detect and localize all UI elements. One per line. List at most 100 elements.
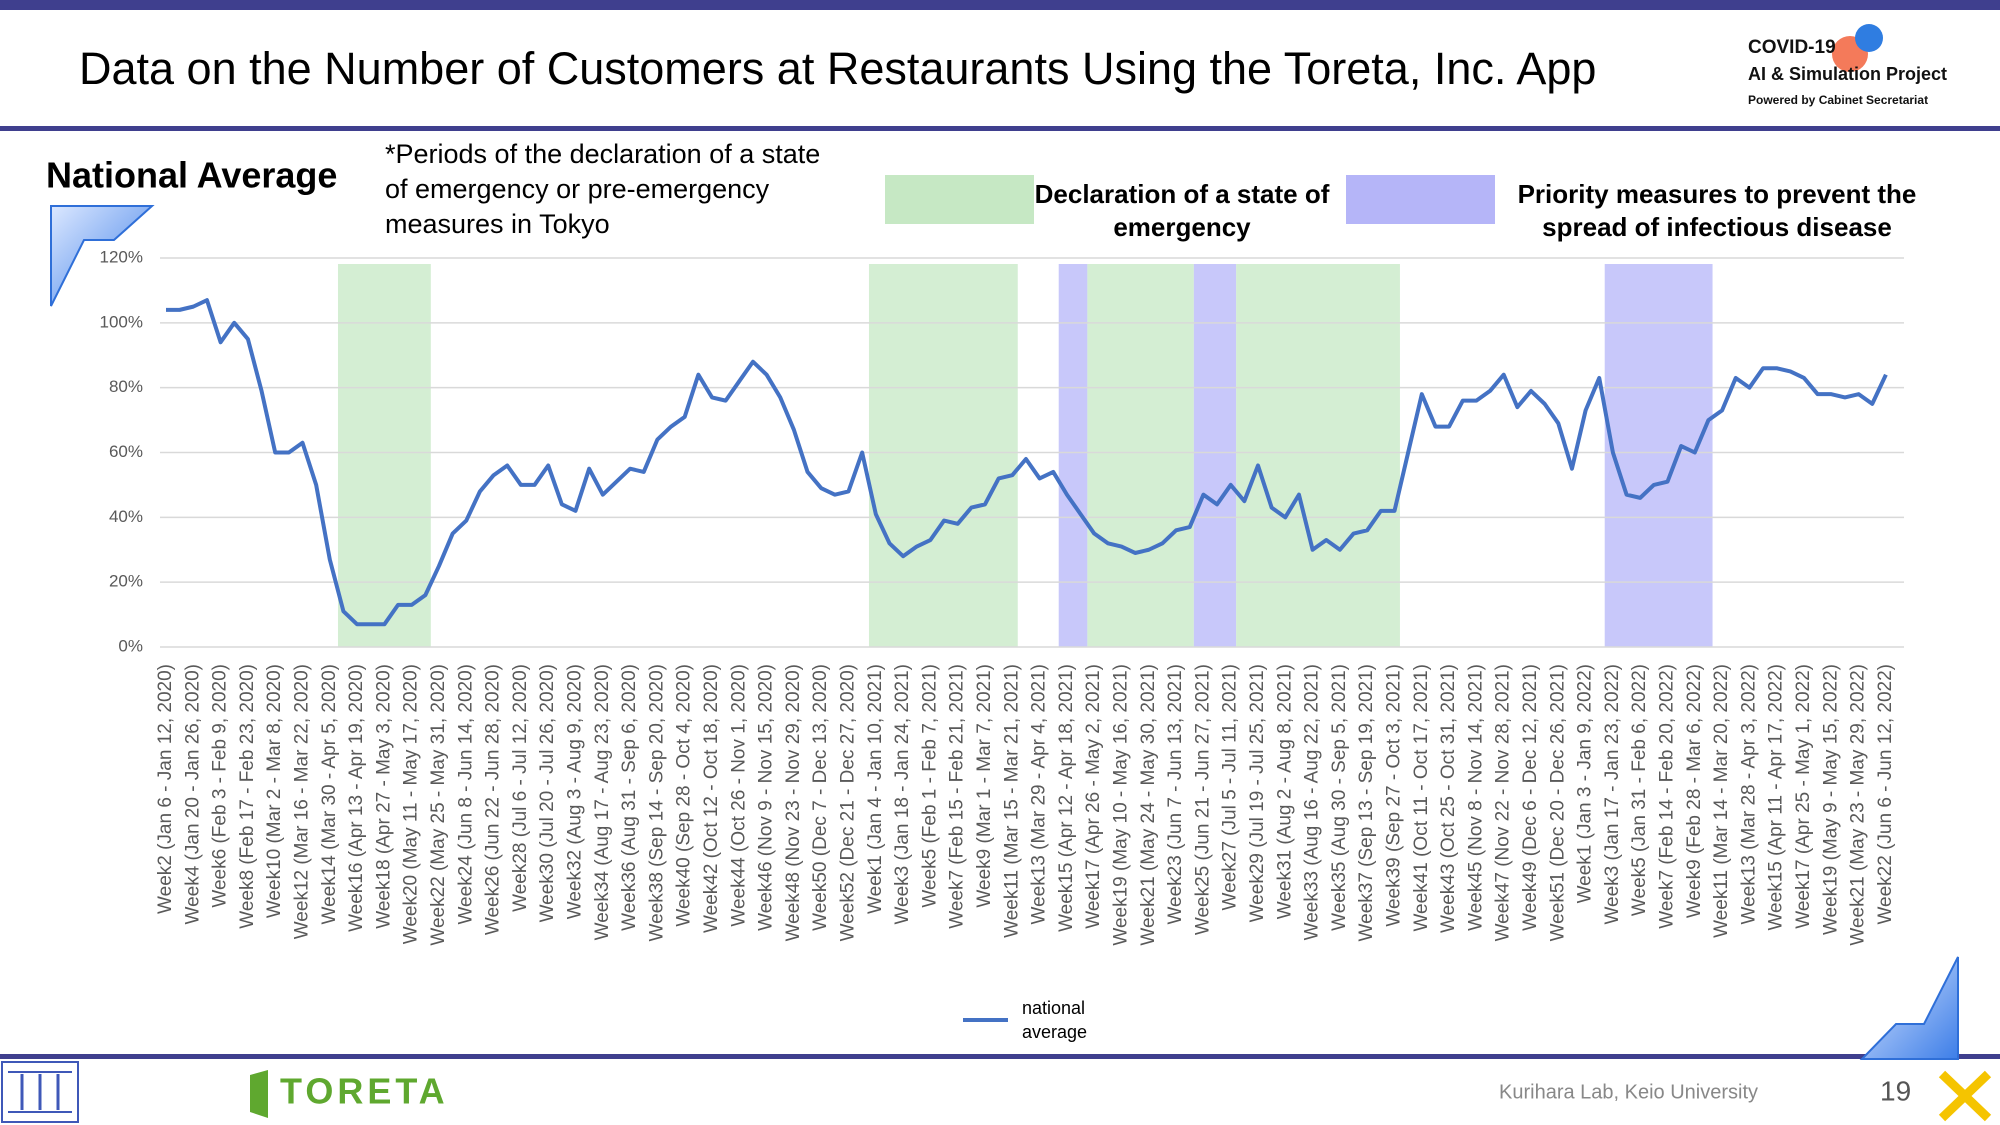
x-tick-label: Week50 (Dec 7 - Dec 13, 2020): [810, 664, 831, 931]
x-tick-label: Week12 (Mar 16 - Mar 22, 2020): [292, 664, 313, 939]
logo-text: COVID-19: [1748, 37, 1836, 58]
x-tick-label: Week22 (May 25 - May 31, 2020): [428, 664, 449, 946]
legend-swatch: [885, 175, 1034, 224]
x-tick-label: Week48 (Nov 23 - Nov 29, 2020): [783, 664, 804, 941]
x-tick-label: Week33 (Aug 16 - Aug 22, 2021): [1302, 664, 1323, 940]
chart-title: National Average: [46, 155, 337, 196]
x-tick-label: Week30 (Jul 20 - Jul 26, 2020): [537, 664, 558, 922]
x-tick-label: Week3 (Jan 18 - Jan 24, 2021): [892, 664, 913, 925]
x-tick-label: Week11 (Mar 15 - Mar 21, 2021): [1001, 664, 1022, 938]
y-tick-label: 20%: [109, 572, 143, 591]
x-tick-label: Week45 (Nov 8 - Nov 14, 2021): [1465, 664, 1486, 931]
slide-title: Data on the Number of Customers at Resta…: [79, 43, 1596, 94]
note: measures in Tokyo: [385, 209, 610, 239]
x-tick-label: Week14 (Mar 30 - Apr 5, 2020): [319, 664, 340, 925]
x-tick-label: Week17 (Apr 26 - May 2, 2021): [1083, 664, 1104, 929]
x-tick-label: Week13 (Mar 28 - Apr 3, 2022): [1738, 664, 1759, 925]
x-tick-label: Week32 (Aug 3 - Aug 9, 2020): [565, 664, 586, 919]
x-tick-label: Week2 (Jan 6 - Jan 12, 2020): [155, 664, 176, 914]
x-tick-label: Week44 (Oct 26 - Nov 1, 2020): [728, 664, 749, 927]
x-tick-label: Week7 (Feb 15 - Feb 21, 2021): [947, 664, 968, 929]
x-tick-label: Week37 (Sep 13 - Sep 19, 2021): [1356, 664, 1377, 941]
decoration: [1859, 956, 1959, 1060]
logo-text: AI & Simulation Project: [1748, 64, 1947, 84]
period-band: [1087, 264, 1194, 647]
x-tick-label: Week51 (Dec 20 - Dec 26, 2021): [1547, 664, 1568, 941]
y-tick-label: 100%: [100, 312, 143, 331]
x-tick-label: Week22 (Jun 6 - Jun 12, 2022): [1875, 664, 1896, 925]
x-tick-label: Week49 (Dec 6 - Dec 12, 2021): [1520, 664, 1541, 931]
x-tick-label: Week34 (Aug 17 - Aug 23, 2020): [592, 664, 613, 940]
logo-x: [1938, 1070, 1992, 1122]
period-band: [337, 264, 431, 647]
period-band: [1604, 264, 1713, 647]
x-tick-label: Week1 (Jan 4 - Jan 10, 2021): [865, 664, 886, 914]
x-tick-label: Week38 (Sep 14 - Sep 20, 2020): [646, 664, 667, 941]
x-tick-label: Week43 (Oct 25 - Oct 31, 2021): [1438, 664, 1459, 933]
x-tick-label: Week25 (Jun 21 - Jun 27, 2021): [1192, 664, 1213, 935]
x-tick-label: Week47 (Nov 22 - Nov 28, 2021): [1493, 664, 1514, 941]
data-line: [166, 298, 1888, 627]
brand-mark: [250, 1070, 268, 1118]
period-band: [1193, 264, 1237, 647]
x-tick-label: Week42 (Oct 12 - Oct 18, 2020): [701, 664, 722, 933]
x-tick-label: Week41 (Oct 11 - Oct 17, 2021): [1411, 664, 1432, 932]
x-tick-label: Week21 (May 24 - May 30, 2021): [1138, 664, 1159, 946]
note: *Periods of the declaration of a state: [385, 139, 820, 169]
header-rule: [0, 126, 2000, 131]
period-band: [1236, 264, 1400, 647]
x-tick-label: Week31 (Aug 2 - Aug 8, 2021): [1274, 664, 1295, 919]
y-tick-label: 40%: [109, 507, 143, 526]
x-tick-label: Week10 (Mar 2 - Mar 8, 2020): [264, 664, 285, 918]
x-tick-label: Week1 (Jan 3 - Jan 9, 2022): [1575, 664, 1596, 903]
legend-label: Priority measures to prevent the spread …: [1517, 179, 1917, 242]
x-tick-label: Week16 (Apr 13 - Apr 19, 2020): [346, 664, 367, 932]
logo-text: Powered by Cabinet Secretariat: [1748, 93, 1928, 107]
x-tick-label: Week40 (Sep 28 - Oct 4, 2020): [674, 664, 695, 927]
x-tick-label: Week17 (Apr 25 - May 1, 2022): [1793, 664, 1814, 929]
x-tick-label: Week8 (Feb 17 - Feb 23, 2020): [237, 664, 258, 929]
x-tick-label: Week26 (Jun 22 - Jun 28, 2020): [483, 664, 504, 935]
legend-label: Declaration of a state of emergency: [1034, 179, 1330, 242]
x-tick-label: Week27 (Jul 5 - Jul 11, 2021): [1220, 664, 1241, 910]
y-tick-label: 60%: [109, 442, 143, 461]
lab-logo: [1, 1061, 79, 1123]
period-band: [868, 264, 1018, 647]
legend-label: national average: [1022, 998, 1088, 1042]
legend-swatch: [1346, 175, 1495, 224]
x-tick-label: Week11 (Mar 14 - Mar 20, 2022): [1711, 664, 1732, 938]
x-tick-label: Week15 (Apr 12 - Apr 18, 2021): [1056, 664, 1077, 932]
x-tick-label: Week5 (Jan 31 - Feb 6, 2022): [1629, 664, 1650, 916]
x-tick-label: Week28 (Jul 6 - Jul 12, 2020): [510, 664, 531, 912]
x-tick-label: Week35 (Aug 30 - Sep 5, 2021): [1329, 664, 1350, 931]
x-tick-label: Week5 (Feb 1 - Feb 7, 2021): [919, 664, 940, 908]
x-tick-label: Week19 (May 10 - May 16, 2021): [1111, 664, 1132, 946]
x-tick-label: Week18 (Apr 27 - May 3, 2020): [373, 664, 394, 929]
x-tick-label: Week7 (Feb 14 - Feb 20, 2022): [1657, 664, 1678, 929]
x-tick-label: Week13 (Mar 29 - Apr 4, 2021): [1029, 664, 1050, 925]
note: of emergency or pre-emergency: [385, 174, 770, 204]
x-tick-label: Week9 (Mar 1 - Mar 7, 2021): [974, 664, 995, 908]
x-tick-label: Week6 (Feb 3 - Feb 9, 2020): [210, 664, 231, 908]
y-tick-label: 120%: [100, 247, 143, 266]
x-tick-label: Week23 (Jun 7 - Jun 13, 2021): [1165, 664, 1186, 925]
x-tick-label: Week36 (Aug 31 - Sep 6, 2020): [619, 664, 640, 931]
x-tick-label: Week20 (May 11 - May 17, 2020): [401, 664, 422, 944]
x-tick-label: Week4 (Jan 20 - Jan 26, 2020): [182, 664, 203, 925]
y-tick-label: 80%: [109, 377, 143, 396]
credit: Kurihara Lab, Keio University: [1499, 1081, 1758, 1103]
x-tick-label: Week24 (Jun 8 - Jun 14, 2020): [455, 664, 476, 925]
x-tick-label: Week21 (May 23 - May 29, 2022): [1848, 664, 1869, 946]
x-tick-label: Week15 (Apr 11 - Apr 17, 2022): [1766, 664, 1787, 931]
x-tick-label: Week52 (Dec 21 - Dec 27, 2020): [838, 664, 859, 941]
page-number: 19: [1880, 1075, 1911, 1106]
x-tick-label: Week46 (Nov 9 - Nov 15, 2020): [756, 664, 777, 931]
x-tick-label: Week3 (Jan 17 - Jan 23, 2022): [1602, 664, 1623, 925]
brand-name: TORETA: [280, 1071, 449, 1112]
y-tick-label: 0%: [118, 636, 143, 655]
footer-rule: [0, 1054, 2000, 1059]
period-band: [1058, 264, 1088, 647]
decoration: [50, 205, 155, 307]
